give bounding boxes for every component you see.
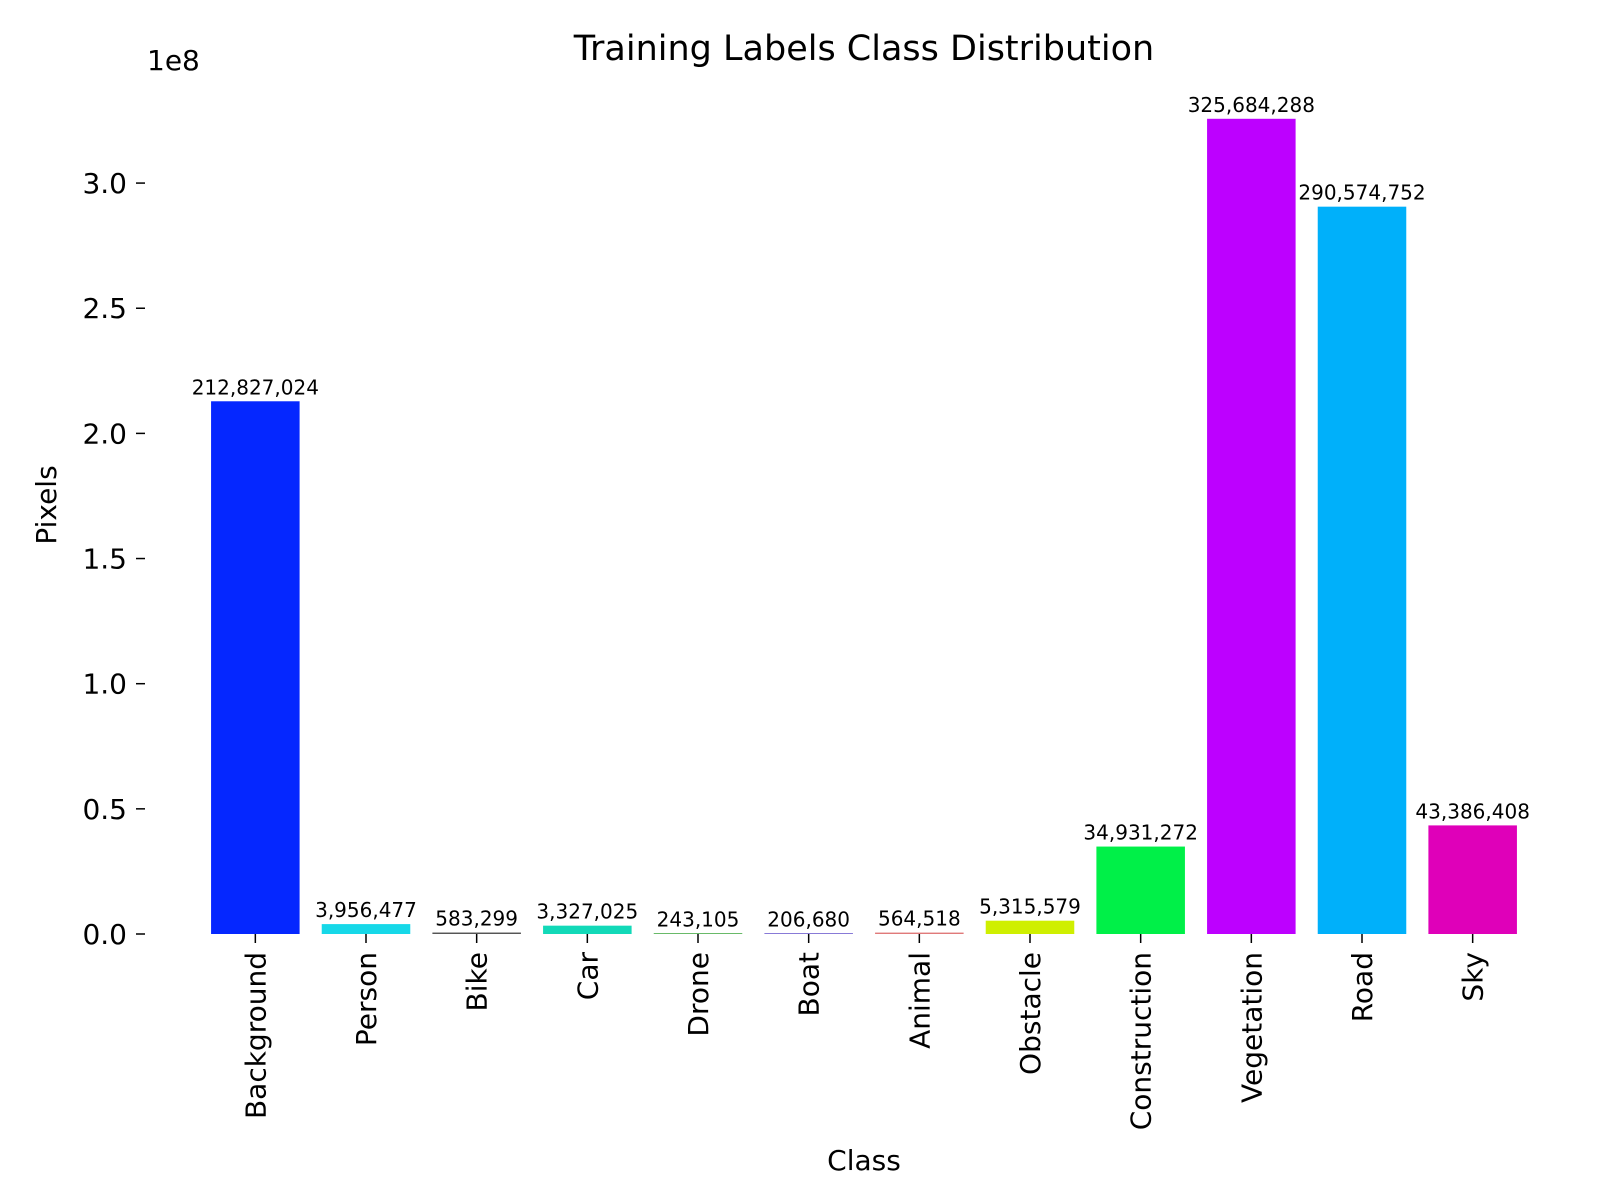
bars: 212,827,024 3,956,477 583,299 3,327,025 243,…: [192, 93, 1530, 935]
bar: [1428, 825, 1517, 934]
bar-value-label: 3,956,477: [315, 898, 417, 922]
bar: [1317, 206, 1407, 935]
bar-value-label: 3,327,025: [536, 900, 638, 924]
y-tick-label: 2.5: [82, 292, 127, 325]
bar: [211, 401, 300, 934]
bar: [653, 933, 743, 934]
bar-value-label: 5,315,579: [979, 895, 1081, 919]
bar-value-label: 243,105: [657, 907, 740, 931]
bar-value-label: 325,684,288: [1188, 93, 1315, 117]
x-tick-label: Sky: [1457, 952, 1490, 1002]
y-tick-label: 3.0: [82, 167, 127, 200]
x-tick-label: Road: [1346, 952, 1379, 1022]
bar: [432, 932, 521, 934]
bar-value-label: 212,827,024: [192, 375, 319, 399]
x-axis: Background Person Bike Car Drone Boat Animal Ob…: [239, 934, 1490, 1130]
bar: [543, 925, 632, 934]
x-tick-label: Obstacle: [1014, 952, 1047, 1075]
bar: [1096, 846, 1185, 934]
x-axis-label: Class: [827, 1144, 901, 1177]
bar-value-label: 583,299: [435, 907, 518, 931]
y-tick-label: 2.0: [82, 417, 127, 450]
y-tick-label: 1.5: [82, 543, 127, 576]
x-tick-label: Background: [239, 952, 272, 1119]
x-tick-label: Bike: [461, 952, 494, 1011]
bar: [321, 924, 411, 934]
x-tick-label: Person: [350, 952, 383, 1046]
x-tick-label: Vegetation: [1235, 952, 1268, 1103]
y-axis: 0.0 0.5 1.0 1.5 2.0 2.5 3.0: [82, 167, 145, 951]
bar-value-label: 290,574,752: [1298, 181, 1425, 205]
y-tick-label: 0.0: [82, 918, 127, 951]
bar-value-label: 206,680: [767, 907, 850, 931]
bar-value-label: 34,931,272: [1083, 821, 1198, 845]
chart-title: Training Labels Class Distribution: [573, 29, 1154, 69]
x-tick-label: Drone: [682, 952, 715, 1037]
x-tick-label: Construction: [1125, 952, 1158, 1130]
x-tick-label: Animal: [903, 952, 936, 1049]
y-axis-label: Pixels: [30, 465, 63, 544]
y-axis-offset-label: 1e8: [147, 44, 200, 77]
bar: [985, 920, 1075, 934]
x-tick-label: Car: [571, 952, 604, 1001]
bar: [875, 932, 964, 934]
y-tick-label: 0.5: [82, 793, 127, 826]
y-tick-label: 1.0: [82, 668, 127, 701]
bar-value-label: 564,518: [878, 907, 961, 931]
x-tick-label: Boat: [793, 952, 826, 1016]
bar: [764, 933, 853, 934]
bar: [1207, 118, 1296, 935]
bar-value-label: 43,386,408: [1415, 799, 1530, 823]
